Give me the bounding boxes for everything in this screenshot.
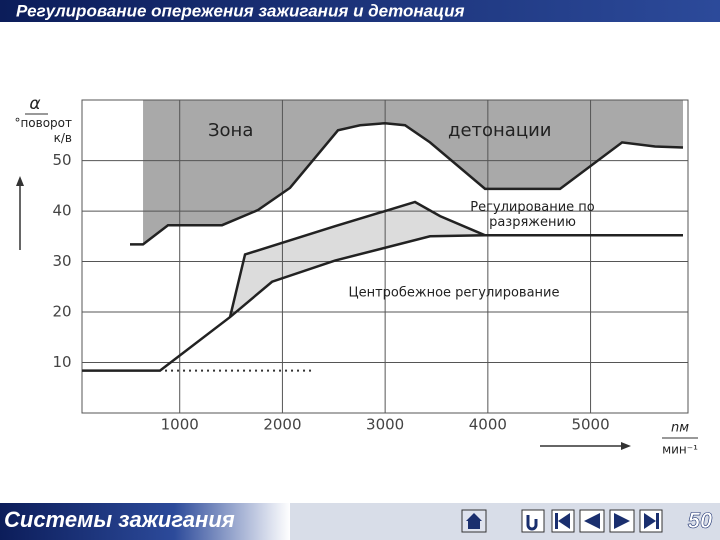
- annotation: Зона: [208, 120, 253, 141]
- footer-title-bg: [0, 503, 290, 540]
- slide-title: Регулирование опережения зажигания и дет…: [16, 1, 465, 20]
- next-icon: [614, 513, 630, 529]
- series-line: [228, 200, 486, 318]
- series-line: [129, 121, 684, 246]
- prev-icon: [584, 513, 600, 529]
- y-tick-label: 30: [52, 252, 71, 270]
- y-arrowhead: [16, 176, 24, 186]
- plot-frame: [81, 99, 689, 414]
- annotation-box: Регулирование по разряжению: [470, 200, 595, 230]
- plot: 10 20 30 40 50 1000 2000 3000 4000 5000 Зона детона…: [52, 99, 689, 434]
- first-icon: [558, 513, 570, 529]
- x-symbol: nм: [671, 421, 689, 436]
- header-bar: [0, 0, 720, 22]
- detonation-zone: [143, 100, 684, 245]
- y-tick-label: 40: [52, 202, 71, 220]
- last-icon-bar: [656, 513, 659, 529]
- nav-buttons: [461, 509, 663, 533]
- y-label: °поворот к/в: [14, 116, 72, 145]
- home-icon: [466, 513, 482, 529]
- y-tick-label: 10: [52, 353, 71, 371]
- last-icon: [644, 513, 656, 529]
- x-tick-label: 2000: [263, 416, 301, 434]
- y-label-box: °поворот к/в: [14, 116, 72, 145]
- return-icon: [526, 515, 538, 531]
- x-tick-label: 1000: [161, 416, 199, 434]
- x-label: мин⁻¹: [662, 443, 698, 457]
- x-tick-label: 5000: [571, 416, 609, 434]
- vacuum-region: [230, 201, 486, 318]
- annotation: детонации: [448, 120, 551, 141]
- y-symbol: α: [29, 94, 40, 114]
- x-tick-label: 3000: [366, 416, 404, 434]
- x-tick-label: 4000: [469, 416, 507, 434]
- y-tick-label: 50: [52, 151, 71, 169]
- page-number: 50: [688, 508, 713, 533]
- series-line: [82, 234, 683, 372]
- footer-title: Системы зажигания: [4, 507, 235, 532]
- annotation: Центробежное регулирование: [349, 286, 560, 301]
- annotation: Регулирование по разряжению: [470, 200, 595, 230]
- y-tick-label: 20: [52, 303, 71, 321]
- x-arrowhead: [621, 442, 631, 450]
- first-icon-bar: [555, 513, 558, 529]
